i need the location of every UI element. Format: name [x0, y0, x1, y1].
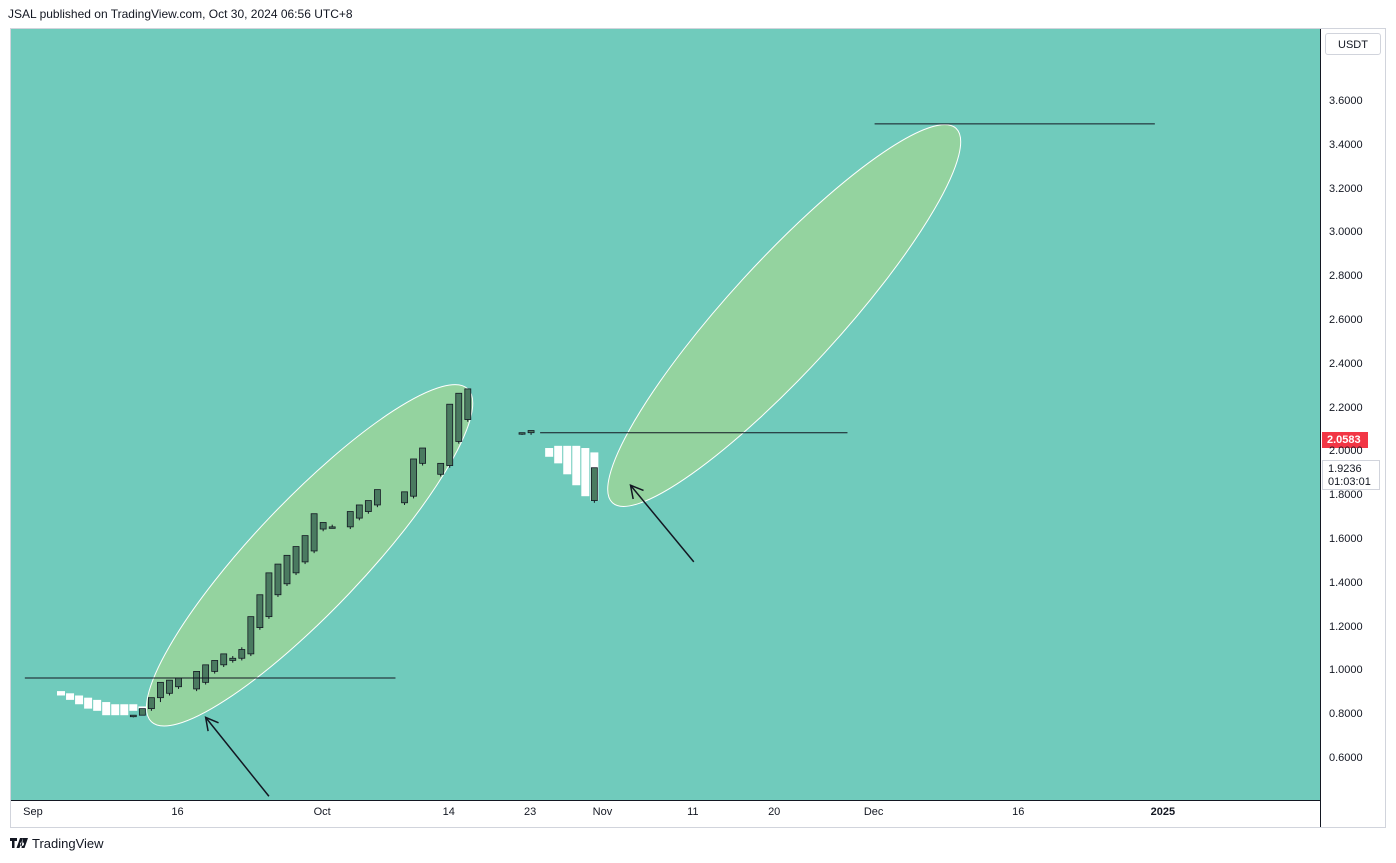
candle-body-28: [419, 447, 427, 464]
price-axis[interactable]: [1320, 28, 1387, 800]
candle-body-34: [527, 430, 535, 434]
candle-body-3: [157, 681, 164, 699]
currency-button[interactable]: USDT: [1325, 33, 1381, 55]
axis-corner: [1320, 800, 1387, 828]
shadow-bar-1: [66, 693, 75, 700]
time-tick-label: 16: [1012, 806, 1025, 818]
price-tick-label: 3.4000: [1329, 138, 1363, 151]
shadow-bar-12: [563, 445, 572, 475]
highlight-ellipse-1: [607, 124, 962, 507]
price-tick-label: 0.8000: [1329, 708, 1363, 721]
last-price-tag: 2.0583: [1322, 431, 1368, 448]
shadow-bar-2: [75, 695, 84, 705]
tradingview-logo-icon: [10, 837, 28, 848]
footer-brand-text: TradingView: [32, 836, 104, 851]
shadow-bar-9: [138, 706, 147, 709]
candle-body-12: [247, 616, 255, 655]
shadow-bar-13: [572, 445, 581, 486]
shadow-bar-14: [581, 448, 590, 497]
price-tick-label: 1.2000: [1329, 620, 1363, 633]
price-tick-label: 1.4000: [1329, 576, 1363, 589]
time-tick-label: 16: [171, 806, 184, 818]
candle-body-8: [211, 660, 219, 672]
candle-body-17: [292, 546, 300, 574]
price-tick-label: 1.6000: [1329, 533, 1363, 545]
price-tick-label: 3.6000: [1329, 95, 1363, 107]
candle-body-0: [129, 714, 137, 718]
candle-body-2: [147, 697, 155, 710]
candle-body-21: [328, 526, 336, 529]
price-tick-label: 2.4000: [1329, 357, 1363, 370]
candle-body-31: [455, 392, 463, 442]
shadow-bar-5: [102, 702, 111, 716]
candle-body-27: [410, 458, 417, 497]
shadow-bar-0: [57, 691, 65, 696]
candle-body-22: [346, 511, 354, 528]
price-tick-label: 2.0000: [1329, 445, 1363, 458]
current-price-tag: 1.9236 01:03:01: [1322, 460, 1380, 491]
candle-body-9: [220, 653, 228, 666]
candle-body-29: [437, 462, 445, 475]
shadow-bar-11: [554, 445, 563, 464]
candle-body-33: [518, 432, 526, 435]
arrow-head-1: [629, 484, 644, 500]
shadow-bar-6: [111, 704, 120, 716]
shadow-bar-7: [120, 704, 129, 716]
arrow-shaft-1: [629, 484, 695, 563]
price-tick-label: 2.6000: [1329, 314, 1363, 326]
arrow-head-0: [204, 716, 219, 732]
candle-body-23: [355, 504, 363, 519]
shadow-bar-4: [93, 699, 102, 711]
candle-body-15: [274, 563, 282, 596]
price-tick-label: 2.8000: [1329, 270, 1363, 283]
price-tick-label: 3.2000: [1329, 182, 1363, 195]
price-tick-label: 0.6000: [1329, 752, 1363, 764]
candle-body-5: [175, 677, 182, 688]
price-tick-label: 3.0000: [1329, 226, 1363, 239]
candle-body-7: [202, 664, 210, 683]
countdown-timer: 01:03:01: [1328, 476, 1371, 489]
price-tick-label: 2.2000: [1329, 401, 1363, 414]
shadow-bar-8: [129, 704, 138, 711]
time-tick-label: Nov: [592, 806, 613, 818]
time-tick-label: Sep: [23, 806, 43, 818]
candle-body-11: [238, 649, 246, 659]
publication-header: JSAL published on TradingView.com, Oct 3…: [8, 7, 353, 21]
candle-body-13: [256, 594, 264, 628]
candle-body-25: [373, 489, 381, 506]
price-tick-label: 1.8000: [1329, 489, 1363, 502]
candle-body-24: [364, 500, 372, 512]
time-tick-label: Dec: [863, 806, 884, 818]
time-tick-label: 23: [523, 806, 537, 818]
candle-body-10: [229, 657, 237, 661]
candle-body-4: [166, 679, 173, 694]
candle-body-16: [283, 554, 291, 585]
time-tick-label: 2025: [1150, 806, 1176, 818]
candle-body-14: [265, 572, 273, 618]
candle-body-32: [464, 388, 472, 420]
time-tick-label: 14: [442, 806, 455, 818]
candle-body-18: [301, 535, 309, 563]
price-tick-label: 1.0000: [1329, 664, 1363, 677]
time-tick-label: Oct: [313, 806, 331, 818]
time-tick-label: 11: [687, 806, 699, 818]
candle-body-26: [401, 491, 408, 504]
candle-body-6: [193, 671, 201, 690]
time-tick-label: 20: [768, 806, 781, 818]
candle-body-30: [446, 403, 454, 466]
time-axis[interactable]: [10, 800, 1320, 829]
candle-body-20: [319, 522, 327, 530]
candle-body-19: [310, 513, 318, 552]
candle-body-1: [138, 708, 146, 716]
candle-body-35: [590, 467, 598, 501]
shadow-bar-10: [545, 448, 554, 457]
shadow-bar-3: [84, 697, 93, 709]
current-price-value: 1.9236: [1328, 463, 1362, 476]
footer-branding[interactable]: TradingView: [10, 836, 104, 851]
arrow-shaft-0: [205, 716, 270, 797]
